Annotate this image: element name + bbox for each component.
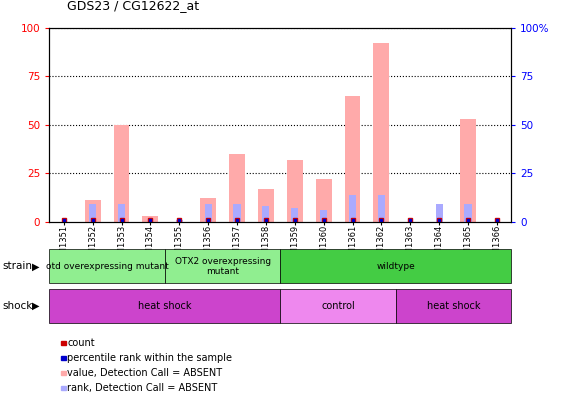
Bar — [396, 289, 511, 323]
Text: ▶: ▶ — [32, 261, 40, 271]
Bar — [49, 289, 281, 323]
Bar — [281, 289, 396, 323]
Bar — [263, 206, 270, 222]
Bar — [349, 194, 356, 222]
Text: control: control — [321, 301, 355, 311]
Text: strain: strain — [3, 261, 33, 271]
Bar — [85, 200, 101, 222]
Text: wildtype: wildtype — [376, 262, 415, 271]
Bar — [114, 125, 130, 222]
Bar — [374, 43, 389, 222]
Bar — [118, 204, 125, 222]
Bar — [378, 194, 385, 222]
Bar — [89, 204, 96, 222]
Text: value, Detection Call = ABSENT: value, Detection Call = ABSENT — [67, 368, 223, 378]
Bar — [291, 208, 298, 222]
Bar — [234, 204, 241, 222]
Bar — [345, 95, 360, 222]
Bar — [200, 198, 216, 222]
Bar — [464, 204, 472, 222]
Text: ▶: ▶ — [32, 301, 40, 311]
Bar — [258, 189, 274, 222]
Text: percentile rank within the sample: percentile rank within the sample — [67, 353, 232, 363]
Text: OTX2 overexpressing
mutant: OTX2 overexpressing mutant — [174, 257, 271, 276]
Text: rank, Detection Call = ABSENT: rank, Detection Call = ABSENT — [67, 383, 217, 393]
Bar — [205, 204, 211, 222]
Bar — [436, 204, 443, 222]
Bar — [287, 160, 303, 222]
Bar — [49, 249, 165, 283]
Bar — [460, 119, 476, 222]
Text: heat shock: heat shock — [138, 301, 192, 311]
Bar — [320, 210, 327, 222]
Text: otd overexpressing mutant: otd overexpressing mutant — [46, 262, 168, 271]
Text: shock: shock — [3, 301, 33, 311]
Text: heat shock: heat shock — [427, 301, 480, 311]
Bar — [229, 154, 245, 222]
Bar — [315, 179, 332, 222]
Text: GDS23 / CG12622_at: GDS23 / CG12622_at — [67, 0, 199, 12]
Bar — [142, 216, 159, 222]
Text: count: count — [67, 338, 95, 348]
Bar — [175, 220, 183, 222]
Bar — [281, 249, 511, 283]
Bar — [165, 249, 281, 283]
